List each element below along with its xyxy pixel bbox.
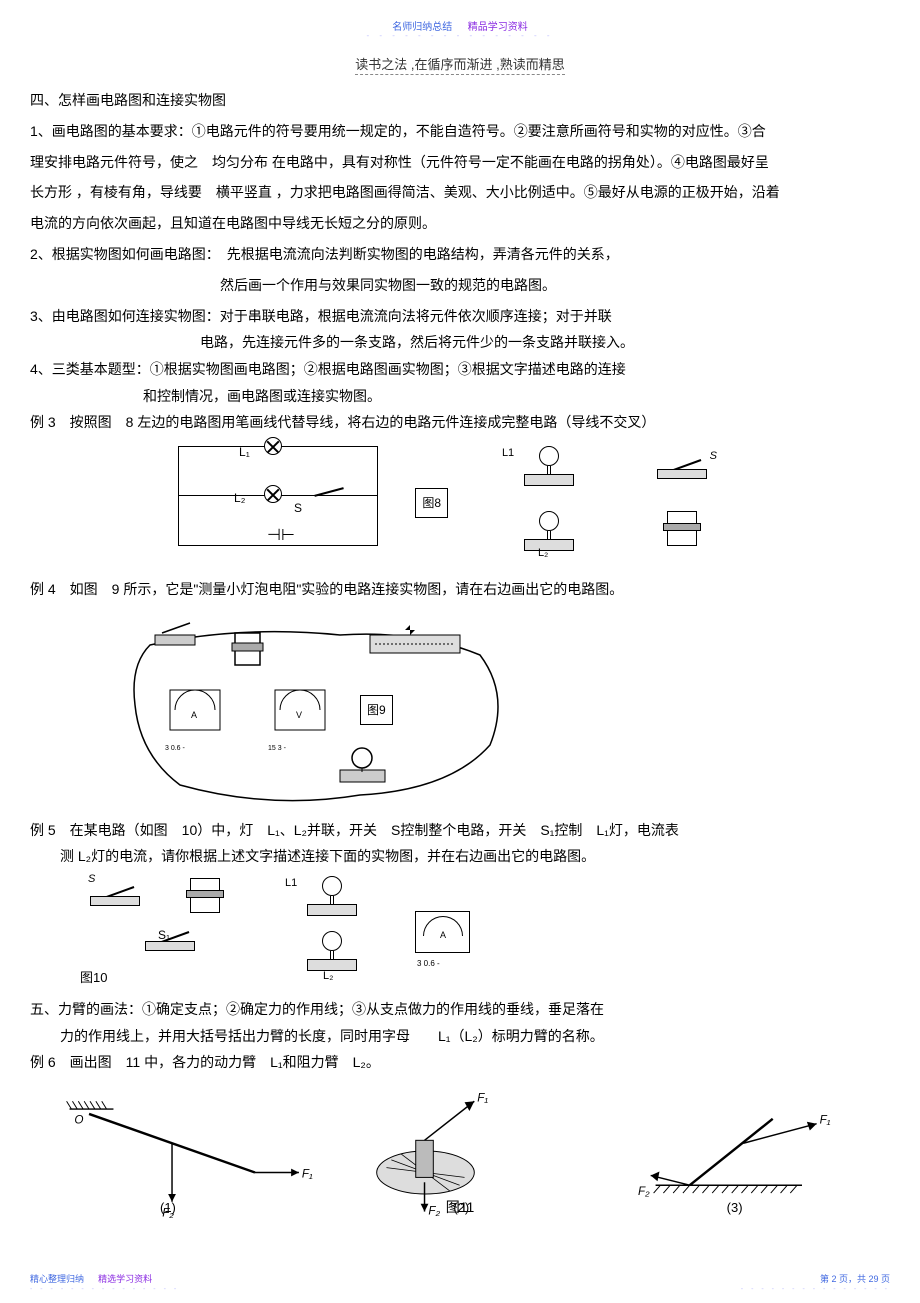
ex5-switch-s: S	[90, 881, 145, 906]
svg-text:O: O	[74, 1113, 83, 1126]
svg-text:F₁: F₁	[478, 1091, 489, 1104]
para-5: 2、根据实物图如何画电路图： 先根据电流流向法判断实物图的电路结构，弄清各元件的…	[30, 239, 890, 270]
page-header: 名师归纳总结 精品学习资料	[0, 0, 920, 33]
switch-icon: S	[657, 454, 712, 479]
para-8: 电路，先连接元件多的一条支路，然后将元件少的一条支路并联接入。	[30, 331, 890, 353]
figure-11: O F₁ F₂ (1) F₁	[30, 1088, 890, 1218]
page-subtitle: 读书之法 ,在循序而渐进 ,熟读而精思	[0, 54, 920, 75]
comp-l1-label: L1	[502, 441, 514, 465]
comp-l2-label: L₂	[538, 541, 548, 565]
figure-9: A 3 0.6 - V 15 3 - 图9	[120, 615, 520, 815]
switch-s-label: S	[294, 495, 302, 521]
battery-icon	[667, 511, 707, 551]
footer-dots-right: - - - - - - - - - - - - - - -	[741, 1286, 890, 1293]
header-dots: - - - - - - - - - - - - - - -	[0, 31, 920, 40]
bulb-l2-icon	[522, 511, 577, 551]
figure-8: L₁ L₂ S ⊣⊢ 图8 L1 L₂ S	[30, 446, 890, 566]
example-3: 例 3 按照图 8 左边的电路图用笔画线代替导线，将右边的电路元件连接成完整电路…	[30, 407, 890, 438]
footer-dots-left: - - - - - - - - - - - - - - -	[30, 1286, 179, 1293]
fig8-components: L1 L₂ S	[462, 446, 742, 566]
svg-text:F₁: F₁	[819, 1113, 830, 1126]
lever-3: F₁ F₂ (3)	[597, 1088, 870, 1218]
svg-text:15 3 -: 15 3 -	[268, 745, 287, 752]
svg-text:3 0.6 -: 3 0.6 -	[165, 745, 186, 752]
ex5-l1-label: L1	[285, 871, 297, 895]
fig8-label: 图8	[415, 488, 448, 518]
para-4: 电流的方向依次画起，且知道在电路图中导线无长短之分的原则。	[30, 208, 890, 239]
fig11-num2: (2)	[453, 1194, 469, 1223]
para-7: 3、由电路图如何连接实物图：对于串联电路，根据电流流向法将元件依次顺序连接；对于…	[30, 301, 890, 332]
circuit-diagram-8: L₁ L₂ S ⊣⊢	[178, 446, 378, 546]
ex5-ammeter-icon: A 3 0.6 -	[415, 911, 475, 961]
section4-title: 四、怎样画电路图和连接实物图	[30, 85, 890, 116]
comp-s-label: S	[710, 444, 717, 468]
lamp-l2-label: L₂	[234, 485, 245, 511]
footer-left-blue: 精心整理归纳	[30, 1274, 84, 1284]
ex5-l2-label: L₂	[323, 964, 333, 988]
para-10: 和控制情况，画电路图或连接实物图。	[30, 385, 890, 407]
main-content: 四、怎样画电路图和连接实物图 1、画电路图的基本要求：①电路元件的符号要用统一规…	[0, 75, 920, 1218]
svg-text:A: A	[191, 710, 197, 720]
para-3: 长方形 ，有棱有角，导线要 横平竖直 ，力求把电路图画得简洁、美观、大小比例适中…	[30, 177, 890, 208]
example-5-line1: 例 5 在某电路（如图 10）中，灯 L₁、L₂并联，开关 S控制整个电路，开关…	[30, 815, 890, 846]
fig11-num3: (3)	[727, 1194, 743, 1223]
footer-left-purple: 精选学习资料	[98, 1274, 152, 1284]
lever-1: O F₁ F₂ (1)	[50, 1088, 323, 1218]
ex5-switch-s1	[145, 926, 200, 951]
para-1: 1、画电路图的基本要求：①电路元件的符号要用统一规定的，不能自造符号。②要注意所…	[30, 116, 890, 147]
para-2: 理安排电路元件符号，使之 均匀分布 在电路中，具有对称性（元件符号一定不能画在电…	[30, 147, 890, 178]
fig11-num1: (1)	[160, 1194, 176, 1223]
example-6: 例 6 画出图 11 中，各力的动力臂 L₁和阻力臂 L₂。	[30, 1047, 890, 1078]
ex5-battery-icon	[190, 878, 230, 918]
bulb-l1-icon	[522, 446, 577, 486]
footer-right: 第 2 页，共 29 页	[820, 1272, 890, 1285]
lamp-l1-label: L₁	[239, 439, 250, 465]
fig9-label: 图9	[360, 695, 393, 725]
ammeter-scale: 3 0.6 -	[417, 955, 440, 973]
svg-text:F₁: F₁	[302, 1167, 313, 1180]
ammeter-a: A	[440, 926, 446, 946]
ex5-s-label: S	[88, 867, 150, 891]
para-9: 4、三类基本题型：①根据实物图画电路图；②根据电路图画实物图；③根据文字描述电路…	[30, 354, 890, 385]
figure-10: S S₁ L1 L₂ A 3 0.6 - 图10	[80, 876, 890, 986]
footer-left: 精心整理归纳 精选学习资料	[30, 1272, 152, 1285]
svg-text:F₂: F₂	[638, 1185, 650, 1198]
ex5-bulb-l1	[305, 876, 360, 916]
para-6: 然后画一个作用与效果同实物图一致的规范的电路图。	[30, 270, 890, 301]
section5-line1: 五、力臂的画法：①确定支点；②确定力的作用线；③从支点做力的作用线的垂线，垂足落…	[30, 994, 890, 1025]
svg-text:F₂: F₂	[429, 1204, 441, 1217]
section5-line2: 力的作用线上，并用大括号括出力臂的长度，同时用字母 L₁（L₂）标明力臂的名称。	[30, 1025, 890, 1047]
subtitle-text: 读书之法 ,在循序而渐进 ,熟读而精思	[355, 54, 564, 75]
fig10-label: 图10	[80, 964, 107, 993]
lever-2: F₁ F₂ 图11 (2)	[323, 1088, 596, 1218]
svg-text:V: V	[296, 710, 302, 720]
example-4: 例 4 如图 9 所示，它是"测量小灯泡电阻"实验的电路连接实物图，请在右边画出…	[30, 574, 890, 605]
example-5-line2: 测 L₂灯的电流，请你根据上述文字描述连接下面的实物图，并在右边画出它的电路图。	[30, 845, 890, 867]
